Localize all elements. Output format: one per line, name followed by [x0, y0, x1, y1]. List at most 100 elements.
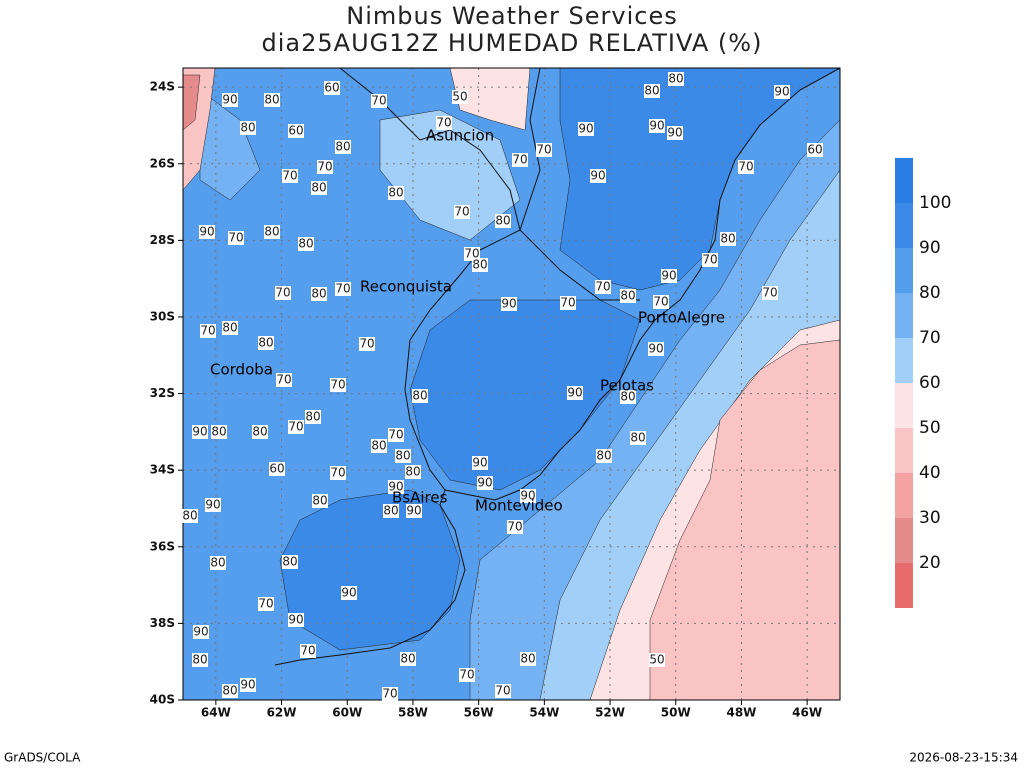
contour-label: 90: [667, 126, 682, 140]
contour-label: 80: [211, 425, 226, 439]
axes: 64W 62W 60W 58W 56W 54W 52W 50W 48W 46W 24S 26S 28S 3…: [150, 80, 822, 720]
contour-label: 90: [567, 386, 582, 400]
contour-label: 70: [459, 668, 474, 682]
contour-label: 80: [620, 390, 635, 404]
contour-label-bg: [193, 625, 209, 639]
colorbar-label: 20: [919, 553, 941, 573]
contour-label: 90: [199, 225, 214, 239]
contour-label: 90: [192, 425, 207, 439]
contour-label: 90: [406, 504, 421, 518]
contour-label-bg: [472, 258, 488, 272]
contour-label: 70: [595, 280, 610, 294]
lon-tick-label: 50W: [661, 706, 691, 720]
contour-label: 70: [388, 428, 403, 442]
contour-label: 80: [620, 289, 635, 303]
contour-label-bg: [228, 231, 244, 245]
contour-label-bg: [305, 410, 321, 424]
contour-label-bg: [330, 466, 346, 480]
title: Nimbus Weather Services: [346, 2, 677, 30]
contour-label-bg: [807, 143, 823, 157]
contour-label: 80: [472, 258, 487, 272]
contour-label-bg: [269, 462, 285, 476]
contour-label-bg: [300, 644, 316, 658]
contour-label-bg: [276, 373, 292, 387]
border: [519, 67, 640, 301]
contour-label: 90: [661, 269, 676, 283]
contour-label: 70: [495, 684, 510, 698]
contour-label-bg: [324, 81, 340, 95]
contour-label-bg: [252, 425, 268, 439]
contour-label-bg: [298, 237, 314, 251]
contour-label-bg: [192, 653, 208, 667]
contour-label: 90: [341, 586, 356, 600]
contour-label: 80: [258, 336, 273, 350]
contour-label-bg: [264, 225, 280, 239]
contour-label-bg: [222, 684, 238, 698]
contour-label-bg: [620, 289, 636, 303]
contour-label: 90: [240, 678, 255, 692]
contour-label: 80: [264, 225, 279, 239]
contour-label: 70: [276, 373, 291, 387]
contour-label: 80: [222, 684, 237, 698]
colorbar-label: 80: [919, 283, 941, 303]
contour-label: 80: [630, 431, 645, 445]
colorbar-swatch: [895, 248, 913, 293]
contour-label-bg: [644, 84, 660, 98]
contour-label: 80: [311, 181, 326, 195]
contour-label: 70: [653, 295, 668, 309]
colorbar-swatch: [895, 338, 913, 383]
contour-label-bg: [567, 386, 583, 400]
contour-label: 80: [400, 652, 415, 666]
contour-label: 80: [668, 72, 683, 86]
footer-right: 2026-08-23-15:34: [909, 751, 1018, 765]
contour-label: 70: [300, 644, 315, 658]
city-label: Asuncion: [426, 127, 494, 145]
contour-label-bg: [288, 124, 304, 138]
contour-label-bg: [472, 456, 488, 470]
lon-tick-label: 60W: [332, 706, 362, 720]
colorbar-swatch: [895, 473, 913, 518]
contour-label: 80: [210, 556, 225, 570]
city-label: Cordoba: [210, 361, 273, 379]
contour-label-bg: [258, 336, 274, 350]
contour-label: 70: [317, 160, 332, 174]
footer-left: GrADS/COLA: [4, 751, 81, 765]
contour-label: 80: [298, 237, 313, 251]
contour-label: 70: [762, 286, 777, 300]
lon-tick-label: 54W: [529, 706, 559, 720]
contour-label-bg: [210, 556, 226, 570]
contour-label: 80: [264, 93, 279, 107]
contour-label: 80: [388, 186, 403, 200]
contour-label-bg: [702, 253, 718, 267]
contour-label-bg: [501, 297, 517, 311]
contour-label: 80: [222, 321, 237, 335]
lon-tick-label: 64W: [201, 706, 231, 720]
contour-label-bg: [454, 205, 470, 219]
contour-label: 80: [311, 287, 326, 301]
map-frame: [182, 67, 841, 701]
contour-label: 90: [222, 93, 237, 107]
contour-label-bg: [388, 186, 404, 200]
contour-label: 90: [648, 342, 663, 356]
contour-label: 70: [738, 160, 753, 174]
contour-label: 70: [454, 205, 469, 219]
contour-label-bg: [630, 431, 646, 445]
contour-label-bg: [288, 613, 304, 627]
lon-tick-label: 52W: [595, 706, 625, 720]
contour-label: 90: [649, 119, 664, 133]
colorbar-swatch: [895, 158, 913, 203]
cities: Asuncion Reconquista Cordoba PortoAlegre Pel…: [210, 127, 725, 515]
contour-label: 80: [520, 652, 535, 666]
contour-label-bg: [282, 169, 298, 183]
contour-label-bg: [222, 93, 238, 107]
city-label: Reconquista: [360, 278, 452, 296]
contour-label-bg: [192, 425, 208, 439]
contour-label: 70: [335, 282, 350, 296]
contour-label: 50: [452, 90, 467, 104]
contour-label-bg: [405, 465, 421, 479]
contour-label: 80: [371, 439, 386, 453]
contour-label: 90: [472, 456, 487, 470]
contour-label-bg: [200, 324, 216, 338]
contour-label: 90: [501, 297, 516, 311]
